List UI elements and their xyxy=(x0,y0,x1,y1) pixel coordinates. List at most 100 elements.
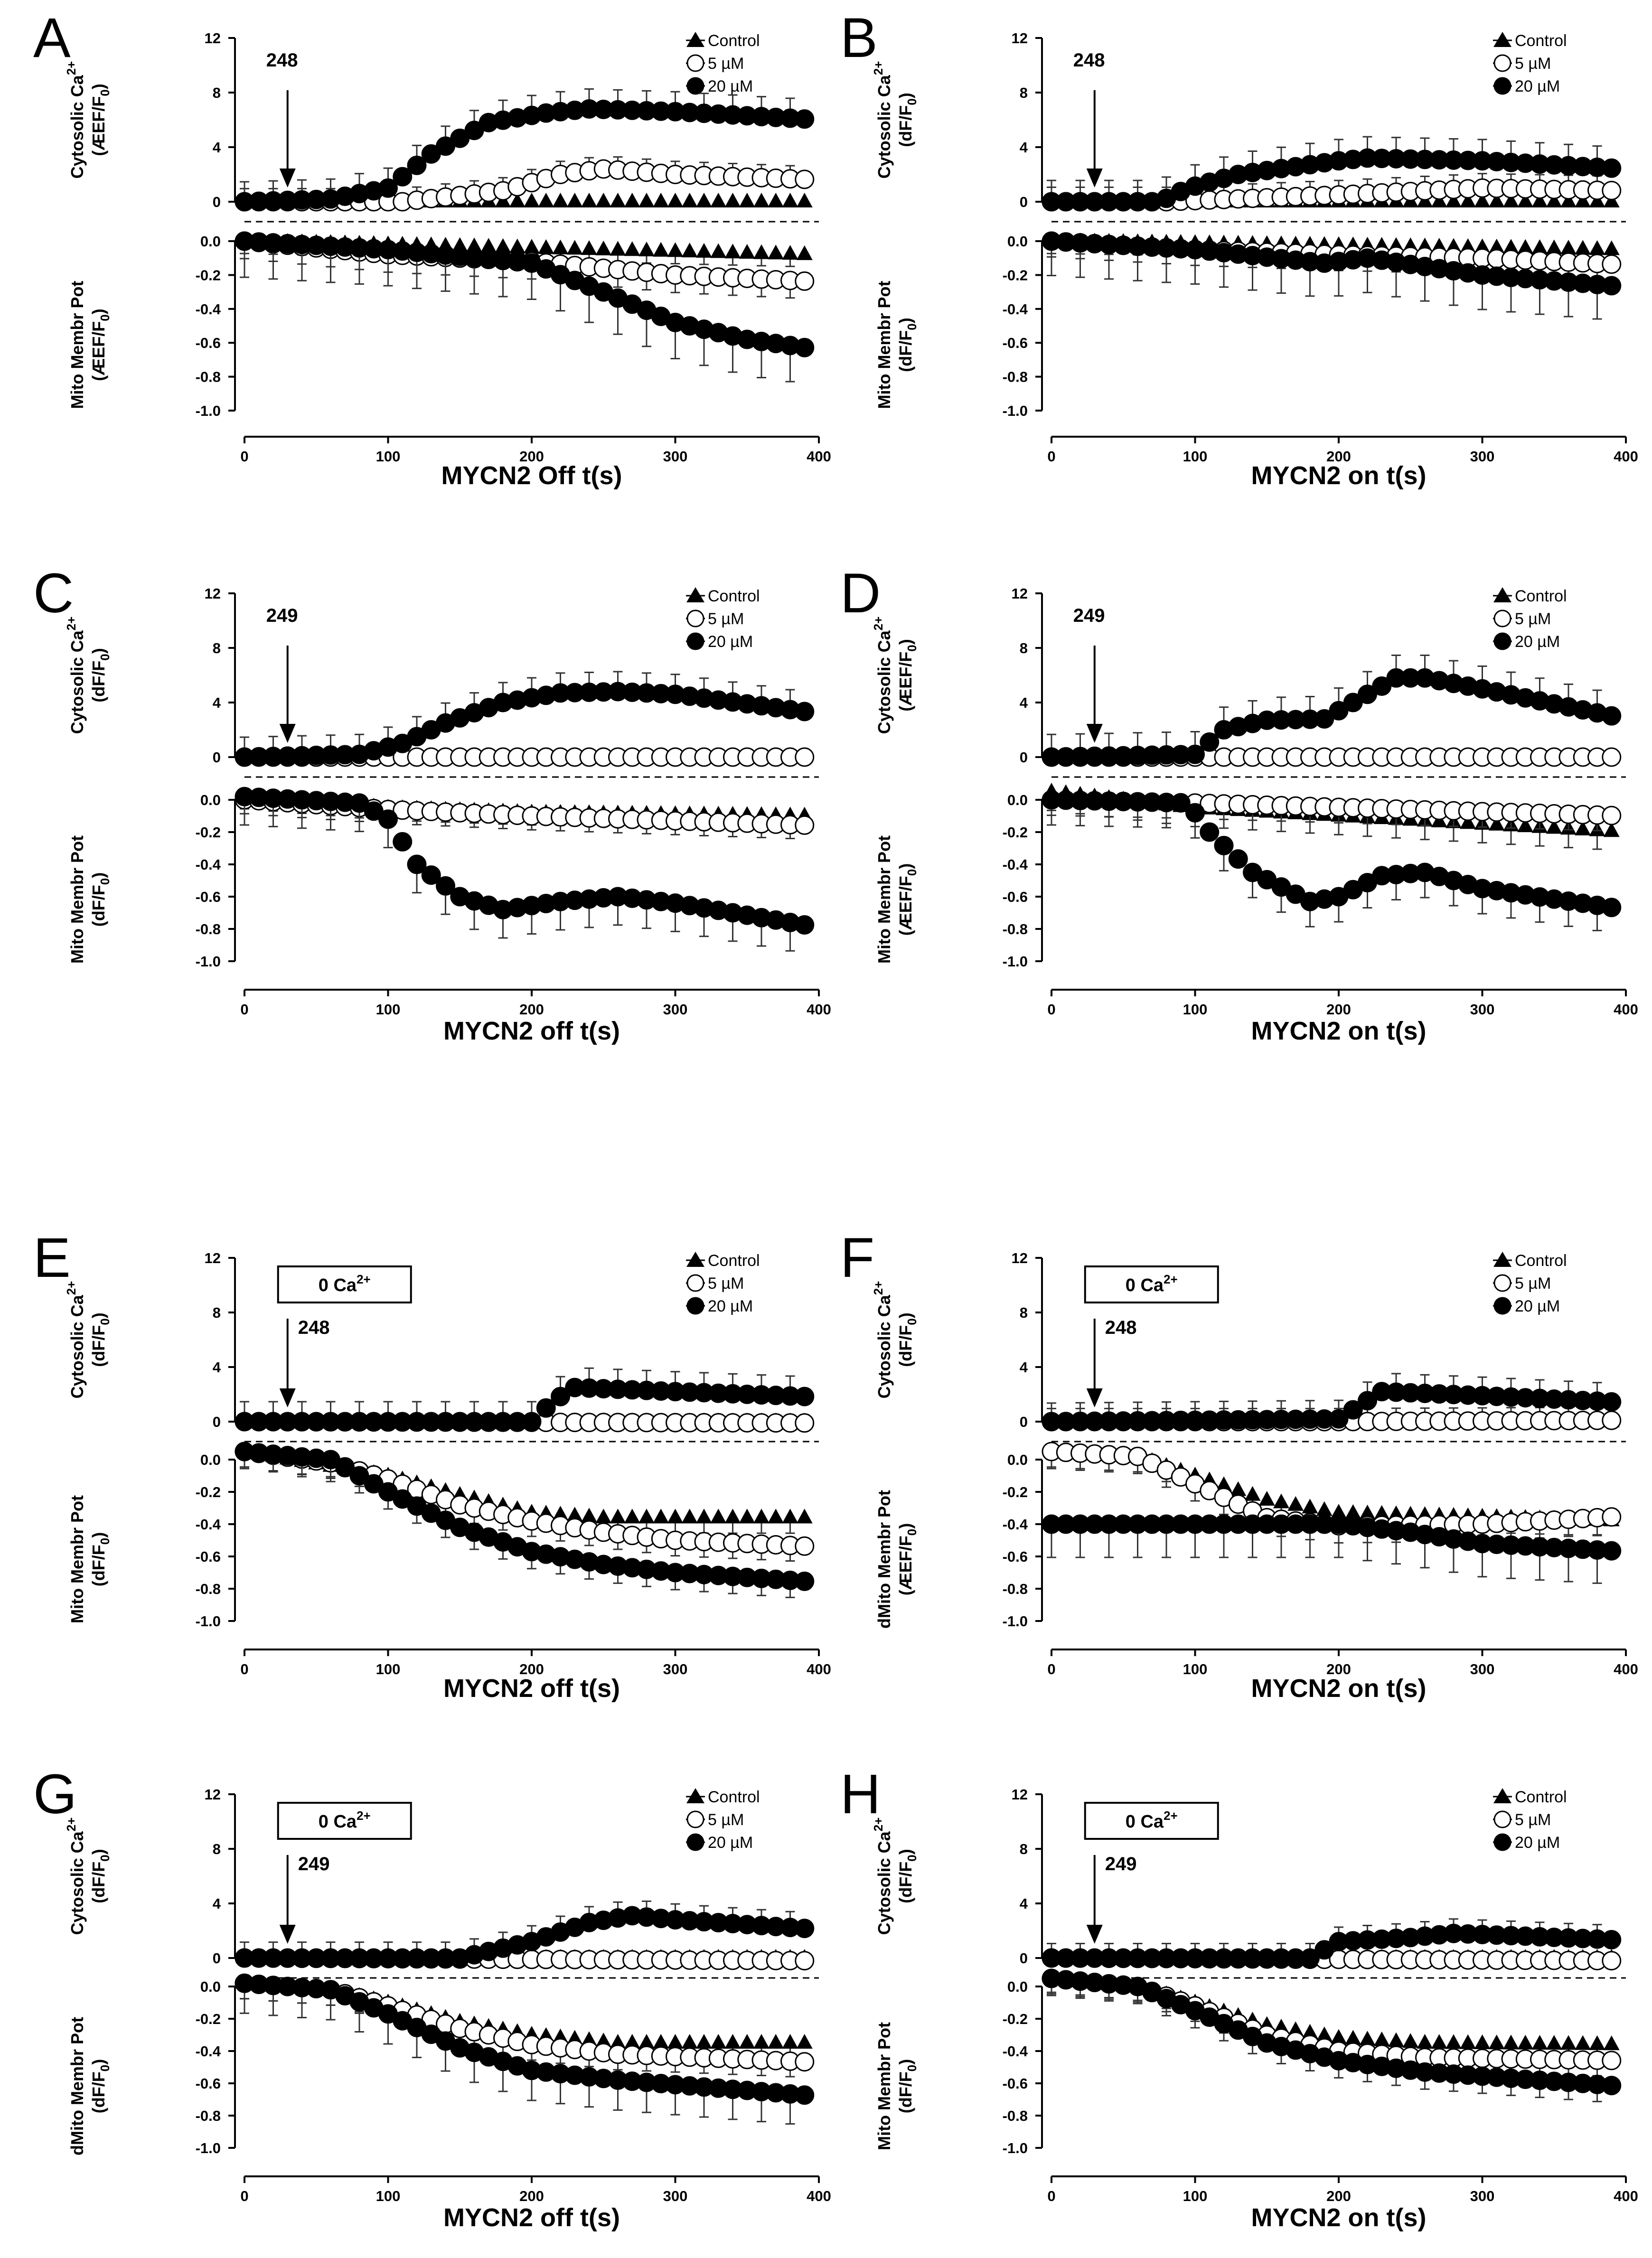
marker-5um xyxy=(1602,2051,1622,2071)
marker-5um xyxy=(795,2052,815,2072)
y-unit-bottom: (dF/F0) xyxy=(89,2059,112,2113)
x-tick-label: 300 xyxy=(663,1661,688,1677)
y-tick-label-top: 0 xyxy=(213,1950,221,1967)
y-unit-bottom: (ÆEF/F0) xyxy=(896,863,919,936)
bottom-series-2 xyxy=(1042,790,1622,931)
y-unit-top-text: (dF/F xyxy=(896,1862,915,1903)
y-tick-label-top: 12 xyxy=(1012,1786,1028,1803)
y-label-top: Cytosolic Ca2+ xyxy=(64,1818,87,1935)
marker-control xyxy=(581,240,597,255)
marker-20um xyxy=(795,915,815,935)
marker-20um xyxy=(1602,1930,1622,1949)
marker-20um xyxy=(378,809,398,829)
marker-5um xyxy=(1602,1951,1622,1971)
zero-ca-text: 0 Ca xyxy=(1126,1812,1164,1832)
y-unit-top-close: ) xyxy=(89,648,108,654)
y-unit-top: (ÆEF/F0) xyxy=(896,639,919,711)
bottom-series-2 xyxy=(235,787,815,952)
y-tick-label-top: 4 xyxy=(1020,1359,1028,1376)
marker-control xyxy=(739,244,755,259)
y-label-top-text: Cytosolic Ca xyxy=(874,1831,894,1935)
y-tick-label-bottom: -0.8 xyxy=(1003,369,1028,385)
x-tick-label: 200 xyxy=(1326,1001,1351,1018)
y-unit-bottom-close: ) xyxy=(89,1532,108,1538)
marker-control xyxy=(610,1508,626,1524)
marker-20um xyxy=(795,1387,815,1406)
x-tick-label: 0 xyxy=(1047,2188,1055,2204)
legend-marker-5um xyxy=(686,609,704,628)
y-unit-top-sub: 0 xyxy=(905,1855,919,1861)
zero-ca-text: 0 Ca xyxy=(319,1275,357,1295)
panel-B: B 12 8 4 0 0.0 -0.2 -0.4 -0.6 -0.8 -1.0 0 100 200 300 4… xyxy=(840,7,1638,490)
marker-control xyxy=(524,239,540,254)
y-label-bottom-text: Mito Membr Pot xyxy=(67,1495,87,1623)
y-label-bottom: Mito Membr Pot xyxy=(67,281,87,409)
top-series-2 xyxy=(1042,655,1622,767)
marker-control xyxy=(1216,1476,1232,1491)
y-tick-label-bottom: -0.8 xyxy=(196,369,221,385)
marker-control xyxy=(768,244,784,260)
y-tick-label-bottom: 0.0 xyxy=(1007,1978,1028,1995)
x-tick-label: 100 xyxy=(1183,2188,1208,2204)
legend-label: 5 µM xyxy=(1515,1811,1551,1829)
marker-control xyxy=(1517,239,1534,254)
marker-control xyxy=(1388,2032,1404,2047)
legend-marker-20um xyxy=(686,632,704,650)
y-tick-label-bottom: -0.6 xyxy=(196,2075,221,2092)
marker-control xyxy=(1603,822,1620,837)
marker-control xyxy=(782,1508,798,1524)
y-tick-label-bottom: -1.0 xyxy=(1003,1613,1028,1630)
y-tick-label-top: 12 xyxy=(205,30,221,47)
marker-20um xyxy=(1314,1940,1334,1960)
legend-marker-20um xyxy=(686,1297,704,1315)
legend-label: 5 µM xyxy=(708,1811,744,1829)
marker-5um xyxy=(1602,747,1622,767)
y-unit-bottom-sub: 0 xyxy=(905,323,919,330)
marker-20um xyxy=(1171,793,1191,813)
y-label-bottom-text: Mito Membr Pot xyxy=(874,835,894,964)
panel-letter: G xyxy=(33,1763,77,1826)
marker-control xyxy=(753,2034,770,2049)
y-unit-top: (dF/F0) xyxy=(89,648,112,702)
y-tick-label-bottom: -0.8 xyxy=(196,2108,221,2124)
x-axis-title: MYCN2 on t(s) xyxy=(1251,461,1427,490)
y-label-bottom: Mito Membr Pot xyxy=(67,835,87,964)
x-tick-label: 300 xyxy=(663,1001,688,1018)
y-unit-bottom-sub: 0 xyxy=(98,1538,112,1545)
marker-control xyxy=(753,193,770,207)
y-label-top-text: Cytosolic Ca xyxy=(874,1294,894,1398)
marker-control xyxy=(1517,193,1534,207)
marker-5um xyxy=(795,1536,815,1556)
y-tick-label-bottom: 0.0 xyxy=(200,1452,221,1468)
y-tick-label-bottom: 0.0 xyxy=(1007,1452,1028,1468)
marker-control xyxy=(1446,2034,1462,2049)
y-tick-label-top: 12 xyxy=(205,1250,221,1266)
marker-control xyxy=(1316,1501,1333,1516)
y-label-top-text: Cytosolic Ca xyxy=(874,75,894,178)
marker-20um xyxy=(795,1571,815,1591)
x-tick-label: 400 xyxy=(807,2188,831,2204)
marker-control xyxy=(1345,2030,1361,2045)
x-tick-label: 0 xyxy=(1047,1661,1055,1677)
marker-20um xyxy=(1185,744,1205,764)
compound-label: 249 xyxy=(298,1854,330,1874)
marker-control xyxy=(710,1508,727,1524)
y-unit-top-text: (ÆEF/F xyxy=(896,652,915,712)
x-tick-label: 100 xyxy=(376,1001,401,1018)
y-label-top: Cytosolic Ca2+ xyxy=(871,61,894,179)
legend-label: Control xyxy=(708,587,760,605)
y-label-top: Cytosolic Ca2+ xyxy=(64,1281,87,1399)
marker-20um xyxy=(1214,835,1234,855)
y-unit-top-text: (dF/F xyxy=(89,661,108,703)
y-label-bottom-text: Mito Membr Pot xyxy=(874,281,894,409)
y-unit-bottom: (dF/F0) xyxy=(89,872,112,927)
zero-ca-sup: 2+ xyxy=(1164,1272,1178,1286)
y-unit-top: (dF/F0) xyxy=(89,1849,112,1903)
marker-20um xyxy=(407,155,427,175)
marker-20um xyxy=(1228,849,1248,869)
marker-control xyxy=(1546,193,1562,207)
marker-control xyxy=(796,2034,813,2049)
y-tick-label-bottom: 0.0 xyxy=(1007,792,1028,808)
marker-20um xyxy=(1602,276,1622,296)
y-label-bottom: Mito Membr Pot xyxy=(874,835,894,964)
